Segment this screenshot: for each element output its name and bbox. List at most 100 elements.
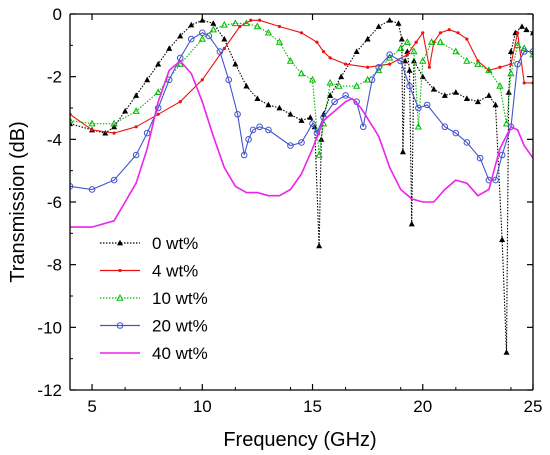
data-point-0-38: [408, 220, 415, 227]
data-point-3-11: [216, 48, 224, 55]
data-point-0-5: [133, 92, 140, 98]
data-point-0-17: [265, 101, 272, 108]
data-point-2-12: [264, 28, 273, 36]
data-point-3-28: [368, 76, 376, 84]
series-4: [70, 59, 533, 228]
data-point-1-11: [277, 24, 282, 29]
data-point-0-54: [523, 26, 530, 33]
data-point-3-20: [298, 139, 305, 146]
data-point-2-25: [397, 44, 405, 52]
data-point-1-27: [465, 37, 469, 41]
data-point-0-18: [276, 104, 283, 111]
data-point-1-17: [366, 65, 370, 69]
legend-label-2: 10 wt%: [152, 289, 208, 308]
data-point-2-26: [403, 38, 411, 45]
data-point-2-31: [436, 38, 445, 45]
data-point-3-30: [386, 51, 393, 59]
y-tick-label-0: 0: [53, 5, 62, 24]
data-point-3-18: [265, 126, 272, 134]
data-point-0-7: [155, 60, 162, 67]
data-point-1-33: [522, 81, 526, 85]
data-point-0-28: [353, 48, 360, 54]
data-point-0-51: [507, 48, 514, 54]
legend-label-3: 20 wt%: [152, 317, 208, 336]
data-point-2-20: [335, 82, 343, 89]
data-point-0-55: [530, 29, 533, 36]
data-point-1-24: [438, 31, 442, 35]
y-tick-label-1: -2: [47, 68, 62, 87]
data-point-0-37: [406, 67, 413, 73]
data-point-2-6: [198, 35, 206, 42]
data-point-3-26: [353, 98, 360, 106]
data-point-2-11: [253, 22, 262, 30]
data-point-3-36: [452, 129, 460, 137]
data-point-3-19: [287, 142, 294, 149]
data-point-1-31: [509, 62, 513, 66]
data-point-3-4: [143, 129, 151, 137]
data-point-0-0: [70, 120, 73, 127]
legend-marker-0: [117, 239, 123, 246]
data-point-1-5: [178, 100, 182, 104]
legend-marker-3: [116, 322, 124, 329]
data-point-3-37: [463, 139, 471, 146]
data-point-0-30: [375, 23, 382, 29]
data-point-2-15: [297, 69, 306, 77]
data-point-3-33: [415, 104, 422, 112]
data-point-1-1: [90, 128, 94, 132]
data-point-2-7: [209, 25, 217, 33]
data-point-3-13: [234, 110, 241, 118]
data-point-0-27: [338, 73, 345, 80]
y-tick-label-5: -10: [37, 318, 62, 337]
data-point-2-32: [452, 47, 460, 55]
legend-item-0: 0 wt%: [100, 234, 198, 253]
data-point-3-34: [423, 101, 431, 109]
data-point-3-24: [331, 98, 338, 106]
data-point-2-37: [502, 119, 511, 127]
data-point-0-29: [364, 35, 371, 42]
data-point-1-2: [112, 131, 116, 135]
data-point-0-12: [210, 20, 217, 26]
data-point-0-42: [441, 92, 448, 98]
data-point-0-19: [287, 111, 294, 117]
data-point-2-39: [513, 41, 522, 49]
data-point-2-9: [231, 19, 239, 27]
data-point-0-46: [485, 92, 492, 98]
x-tick-label-3: 20: [413, 397, 432, 416]
data-point-1-20: [414, 40, 418, 44]
data-point-3-32: [406, 82, 413, 90]
data-point-3-2: [110, 176, 118, 184]
legend: 0 wt% 4 wt% 10 wt% 20 wt% 40 wt%: [100, 234, 208, 363]
series-group: [70, 17, 533, 355]
data-point-3-31: [397, 57, 405, 65]
data-point-2-19: [326, 78, 334, 86]
data-point-0-47: [492, 101, 499, 108]
data-point-1-15: [328, 56, 332, 60]
data-point-3-44: [520, 48, 528, 55]
data-point-3-35: [441, 123, 449, 131]
x-axis-title: Frequency (GHz): [223, 429, 376, 451]
data-point-1-9: [249, 18, 253, 22]
data-point-0-4: [122, 107, 129, 114]
data-point-3-9: [198, 29, 206, 37]
data-point-0-3: [111, 123, 118, 130]
legend-marker-1: [118, 268, 122, 273]
data-point-1-10: [258, 18, 262, 22]
ticks-layer: 5 10 15 20 25 0 -2 -4 -6 -8 -10 -12: [37, 5, 542, 416]
data-point-0-45: [474, 98, 481, 105]
data-point-1-6: [200, 78, 204, 82]
data-point-0-41: [430, 86, 437, 92]
series-1: [70, 18, 533, 135]
data-point-2-3: [132, 107, 140, 114]
data-point-2-34: [474, 60, 482, 67]
data-point-2-29: [419, 56, 427, 64]
data-point-2-8: [220, 20, 228, 28]
data-point-0-23: [316, 242, 323, 249]
data-point-1-18: [388, 62, 392, 66]
legend-item-2: 10 wt%: [100, 289, 208, 308]
plot-area: [70, 17, 533, 355]
data-point-2-4: [154, 88, 162, 96]
data-point-2-13: [275, 38, 284, 45]
data-point-3-27: [359, 123, 367, 131]
data-point-1-16: [343, 62, 348, 66]
data-point-3-16: [249, 126, 257, 134]
